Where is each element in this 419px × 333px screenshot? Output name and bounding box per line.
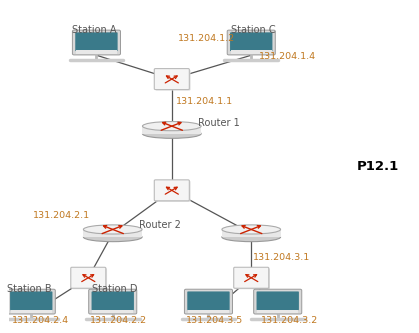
Text: Station B: Station B: [7, 284, 52, 294]
FancyBboxPatch shape: [7, 289, 55, 314]
Text: 131.204.1.4: 131.204.1.4: [259, 52, 316, 61]
FancyBboxPatch shape: [89, 289, 137, 314]
FancyBboxPatch shape: [71, 267, 106, 288]
FancyBboxPatch shape: [234, 267, 269, 288]
Text: P12.1: P12.1: [357, 160, 398, 173]
FancyBboxPatch shape: [154, 69, 189, 90]
FancyBboxPatch shape: [154, 180, 189, 201]
Text: Router 2: Router 2: [139, 220, 181, 230]
Text: Station C: Station C: [231, 25, 276, 35]
Text: 131.204.2.4: 131.204.2.4: [12, 316, 69, 325]
Text: 131.204.1.1: 131.204.1.1: [176, 97, 233, 106]
Text: 131.204.3.2: 131.204.3.2: [261, 316, 318, 325]
FancyBboxPatch shape: [11, 310, 52, 313]
Text: 131.204.1.2: 131.204.1.2: [178, 34, 235, 43]
FancyBboxPatch shape: [253, 289, 302, 314]
Text: Router 1: Router 1: [198, 118, 240, 128]
Text: 131.204.3.5: 131.204.3.5: [186, 316, 243, 325]
Text: Station A: Station A: [72, 25, 116, 35]
Ellipse shape: [142, 122, 201, 131]
FancyBboxPatch shape: [235, 268, 270, 289]
FancyBboxPatch shape: [91, 291, 134, 310]
FancyBboxPatch shape: [227, 30, 275, 55]
FancyBboxPatch shape: [187, 291, 230, 310]
FancyBboxPatch shape: [188, 310, 229, 313]
Ellipse shape: [142, 129, 201, 138]
Ellipse shape: [83, 225, 142, 234]
Ellipse shape: [222, 232, 281, 242]
FancyBboxPatch shape: [76, 51, 117, 54]
Ellipse shape: [222, 225, 281, 234]
Text: 131.204.2.2: 131.204.2.2: [90, 316, 147, 325]
FancyBboxPatch shape: [155, 181, 191, 202]
FancyBboxPatch shape: [231, 51, 272, 54]
FancyBboxPatch shape: [75, 32, 118, 51]
FancyBboxPatch shape: [10, 291, 52, 310]
FancyBboxPatch shape: [184, 289, 233, 314]
Text: 131.204.2.1: 131.204.2.1: [33, 210, 90, 219]
FancyBboxPatch shape: [92, 310, 133, 313]
FancyBboxPatch shape: [72, 268, 107, 289]
FancyBboxPatch shape: [83, 229, 142, 237]
FancyBboxPatch shape: [256, 291, 299, 310]
FancyBboxPatch shape: [222, 229, 281, 237]
Text: 131.204.3.1: 131.204.3.1: [253, 253, 310, 262]
Text: Station D: Station D: [92, 284, 137, 294]
FancyBboxPatch shape: [142, 126, 201, 134]
FancyBboxPatch shape: [230, 32, 272, 51]
FancyBboxPatch shape: [72, 30, 121, 55]
FancyBboxPatch shape: [155, 70, 191, 91]
Ellipse shape: [83, 232, 142, 242]
FancyBboxPatch shape: [257, 310, 298, 313]
